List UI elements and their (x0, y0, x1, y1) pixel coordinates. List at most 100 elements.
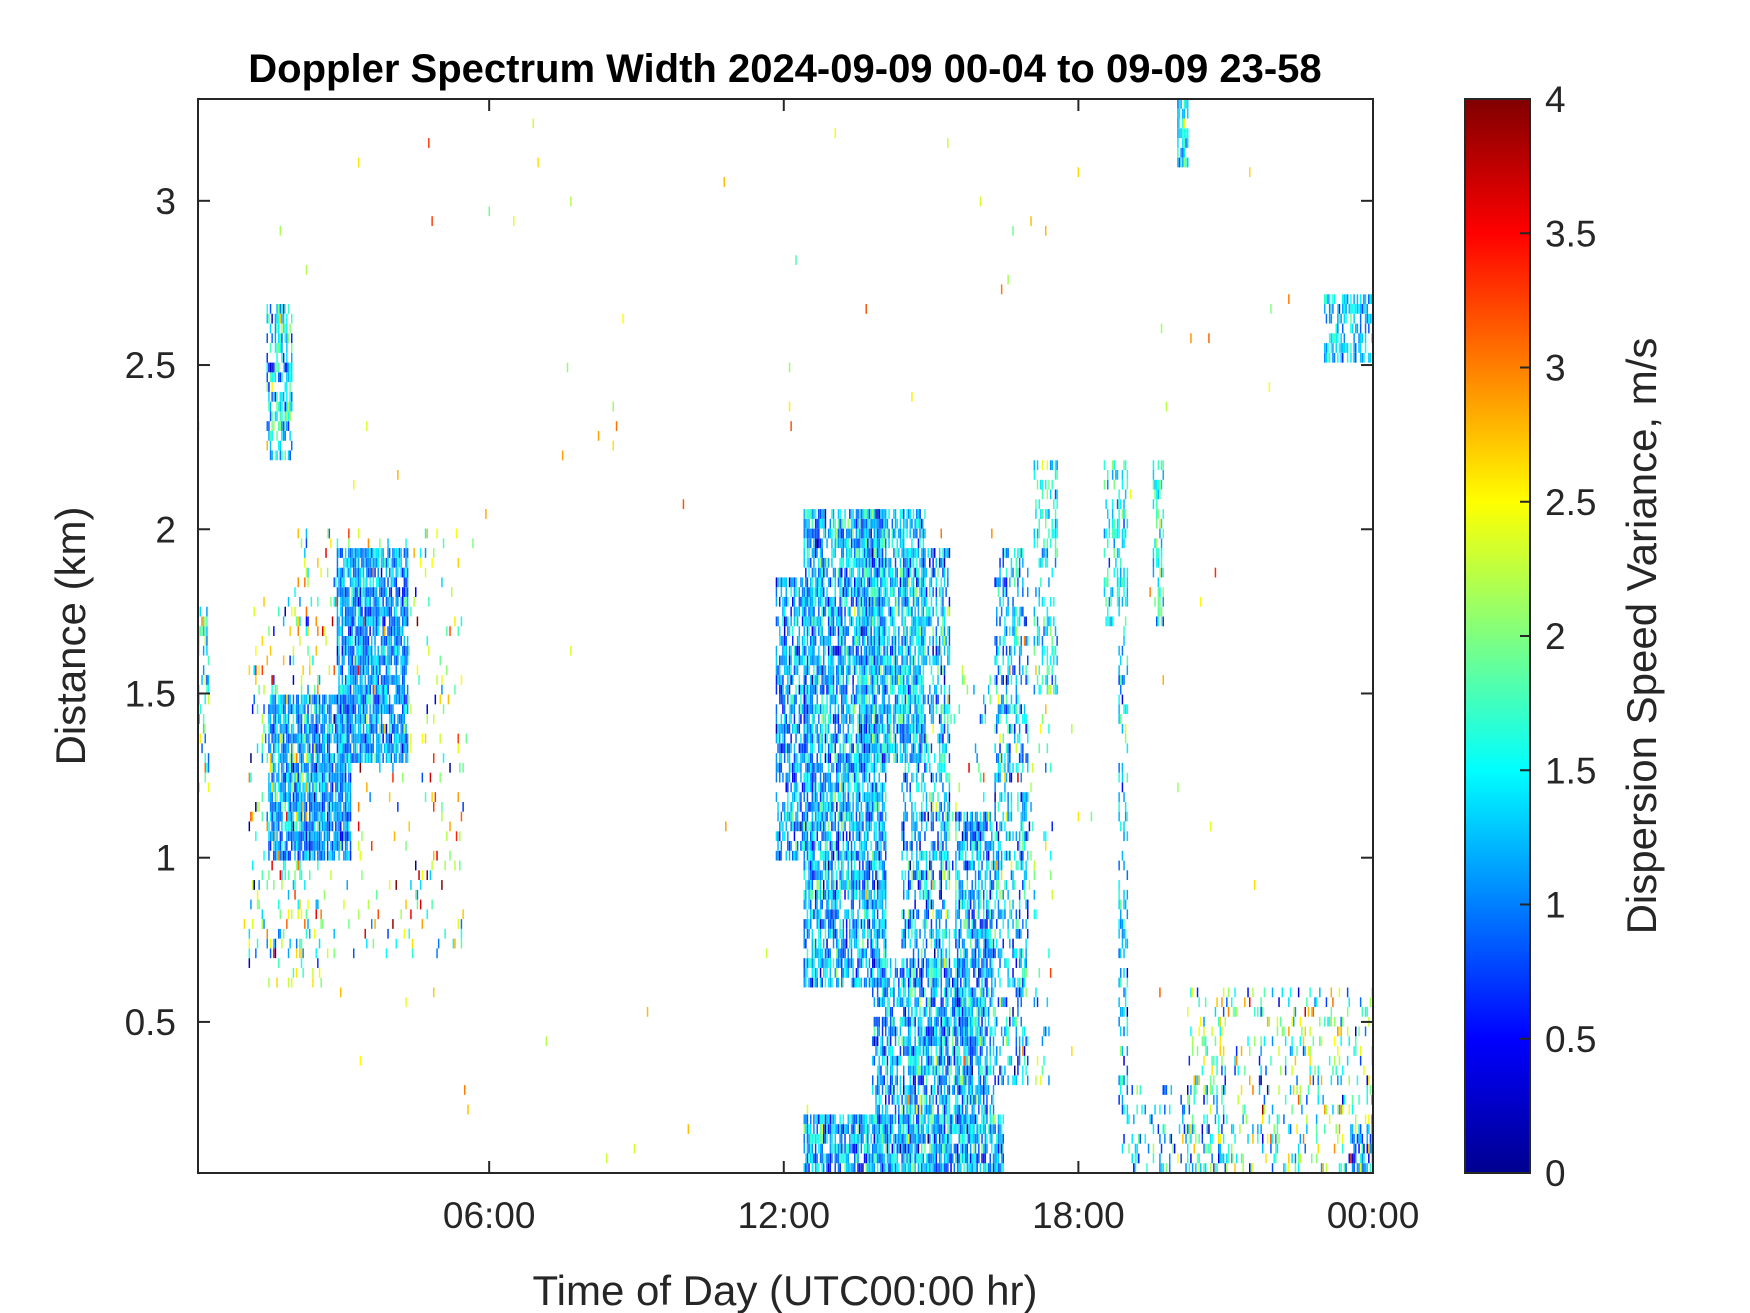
heatmap-cell (462, 762, 464, 773)
heatmap-cell (841, 821, 843, 832)
heatmap-cell (844, 782, 846, 793)
heatmap-cell (336, 762, 339, 773)
heatmap-cell (315, 694, 317, 705)
heatmap-cell (406, 577, 409, 588)
heatmap-cell (289, 802, 291, 812)
heatmap-cell (876, 802, 879, 812)
heatmap-cell (827, 899, 830, 910)
heatmap-cell (883, 1163, 885, 1173)
heatmap-cell (777, 762, 779, 773)
heatmap-cell (793, 596, 796, 607)
heatmap-cell (867, 616, 869, 627)
heatmap-cell (297, 850, 299, 861)
heatmap-cell (857, 1143, 859, 1154)
heatmap-cell (821, 977, 823, 988)
heatmap-cell (826, 587, 828, 597)
heatmap-cell (852, 968, 854, 978)
heatmap-cell (803, 518, 805, 529)
heatmap-cell (795, 792, 797, 802)
heatmap-cell (827, 948, 830, 959)
heatmap-cell (460, 938, 463, 949)
heatmap-cell (459, 831, 461, 842)
heatmap-cell (366, 421, 368, 431)
heatmap-cell (873, 1124, 876, 1134)
heatmap-cell (844, 1163, 846, 1173)
heatmap-cell (335, 811, 337, 822)
heatmap-cell (803, 899, 805, 910)
heatmap-cell (827, 1124, 830, 1134)
heatmap-cell (899, 723, 902, 734)
heatmap-cell (795, 723, 797, 734)
heatmap-cell (312, 753, 314, 763)
heatmap-cell (813, 636, 815, 646)
heatmap-cell (845, 538, 848, 549)
heatmap-cell (780, 577, 783, 588)
heatmap-cell (885, 987, 887, 998)
heatmap-cell (876, 1036, 879, 1047)
heatmap-cell (829, 596, 832, 607)
heatmap-cell (274, 733, 277, 744)
heatmap-cell (852, 509, 854, 519)
heatmap-cell (847, 1143, 849, 1154)
heatmap-cell (811, 850, 814, 861)
heatmap-cell (858, 509, 861, 519)
heatmap-cell (903, 977, 905, 988)
heatmap-cell (875, 596, 877, 607)
heatmap-cell (410, 733, 412, 744)
heatmap-cell (868, 899, 871, 910)
heatmap-cell (826, 1163, 828, 1173)
heatmap-cell (269, 714, 272, 724)
heatmap-cell (904, 577, 907, 588)
heatmap-cell (344, 831, 347, 842)
heatmap-cell (419, 548, 422, 558)
heatmap-cell (398, 684, 401, 695)
heatmap-cell (855, 616, 858, 627)
heatmap-cell (344, 596, 347, 607)
heatmap-cell (849, 919, 851, 929)
heatmap-cell (857, 636, 859, 646)
heatmap-cell (297, 811, 299, 822)
heatmap-cell (406, 636, 409, 646)
heatmap-cell (824, 889, 827, 900)
heatmap-cell (860, 743, 863, 754)
heatmap-cell (904, 1016, 907, 1027)
heatmap-cell (806, 1114, 809, 1125)
heatmap-cell (366, 782, 368, 793)
heatmap-cell (898, 1143, 900, 1154)
heatmap-cell (779, 753, 781, 763)
heatmap-cell (317, 704, 319, 715)
heatmap-cell (870, 1133, 872, 1144)
heatmap-cell (300, 762, 303, 773)
heatmap-cell (819, 841, 822, 851)
heatmap-cell (831, 899, 833, 910)
heatmap-cell (818, 1133, 820, 1144)
heatmap-cell (353, 577, 355, 588)
heatmap-cell (852, 821, 854, 832)
heatmap-cell (281, 850, 283, 861)
heatmap-cell (847, 606, 849, 617)
heatmap-cell (273, 372, 275, 383)
heatmap-cell (847, 1124, 849, 1134)
heatmap-cell (281, 753, 283, 763)
heatmap-cell (790, 733, 792, 744)
heatmap-cell (278, 928, 280, 939)
heatmap-cell (790, 811, 792, 822)
heatmap-cell (349, 557, 352, 568)
heatmap-cell (857, 694, 859, 705)
heatmap-cell (395, 694, 397, 705)
heatmap-cell (792, 723, 794, 734)
heatmap-cell (899, 645, 902, 656)
heatmap-cell (889, 577, 892, 588)
heatmap-cell (400, 909, 402, 920)
heatmap-cell (343, 733, 345, 744)
heatmap-cell (827, 675, 830, 685)
heatmap-cell (880, 1163, 882, 1173)
heatmap-cell (806, 636, 809, 646)
heatmap-cell (384, 587, 386, 597)
heatmap-cell (406, 616, 409, 627)
heatmap-cell (876, 528, 879, 539)
heatmap-cell (889, 704, 892, 715)
heatmap-cell (317, 694, 319, 705)
heatmap-cell (858, 977, 861, 988)
heatmap-cell (847, 948, 849, 959)
